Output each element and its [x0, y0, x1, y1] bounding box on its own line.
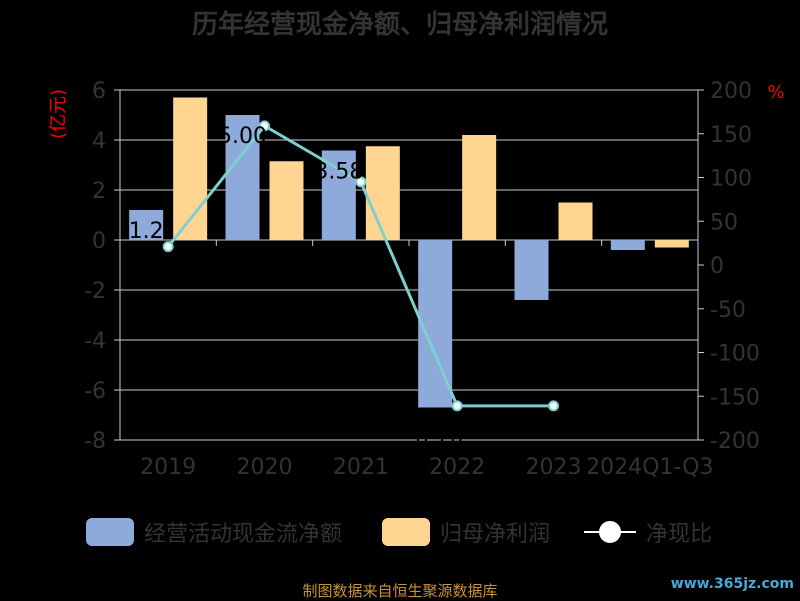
cash-data-label: -6.70 [407, 425, 464, 450]
right-tick-label: 0 [710, 254, 724, 279]
cash-data-label: -0.40 [599, 267, 656, 292]
right-tick-label: 200 [710, 79, 752, 104]
left-axis-title: (亿元) [48, 89, 69, 139]
right-tick-label: -200 [710, 429, 760, 454]
legend-cash-label: 经营活动现金流净额 [144, 522, 343, 547]
ratio-line [162, 120, 559, 412]
ratio-point [259, 120, 270, 132]
right-tick-label: -100 [710, 342, 760, 367]
legend-cash[interactable]: 经营活动现金流净额 [86, 516, 342, 548]
ratio-point [162, 241, 174, 253]
ratio-point [451, 400, 463, 412]
right-axis-title: % [767, 82, 784, 103]
left-tick-label: -6 [84, 379, 106, 404]
x-tick-label: 2022 [429, 455, 485, 480]
bar-profit-2020 [269, 161, 304, 240]
cash-data-label: 1.2 [129, 219, 164, 244]
data-labels: 1.2 5.00 3.58 -6.70 -2.40 -0.40 [129, 124, 657, 450]
legend-profit[interactable]: 归母净利润 [382, 516, 550, 548]
right-tick-label: 50 [710, 210, 738, 235]
left-tick-label: 2 [92, 179, 106, 204]
bar-cash-2021 [321, 150, 356, 240]
watermark: www.365jz.com [670, 576, 794, 592]
source-note: 制图数据来自恒生聚源数据库 [302, 582, 498, 600]
bar-profit-2023 [558, 202, 593, 240]
bar-profit-2024Q1-Q3 [654, 240, 689, 248]
right-tick-label: 100 [710, 167, 752, 192]
x-tick-label: 2024Q1-Q3 [586, 455, 713, 480]
legend-cash-swatch [86, 518, 134, 546]
x-tick-label: 2020 [237, 455, 293, 480]
bar-cash-2019 [129, 210, 164, 240]
bar-cash-2024Q1-Q3 [610, 240, 645, 250]
legend-profit-swatch [382, 518, 430, 546]
ratio-point [548, 400, 559, 412]
left-tick-label: 4 [92, 129, 106, 154]
cash-data-label: 3.58 [314, 160, 363, 185]
bar-profit-2022 [462, 135, 497, 240]
legend-ratio[interactable]: 净现比 [584, 516, 712, 548]
x-tick-label: 2021 [333, 455, 389, 480]
cash-data-label: 5.00 [218, 124, 267, 149]
left-tick-label: 6 [92, 79, 106, 104]
right-tick-label: -150 [710, 385, 760, 410]
right-tick-label: -50 [710, 298, 746, 323]
x-tick-label: 2023 [526, 455, 582, 480]
ratio-point [355, 176, 367, 188]
bars [129, 97, 689, 408]
left-tick-label: -4 [84, 329, 106, 354]
legend-ratio-label: 净现比 [646, 522, 713, 547]
left-tick-label: 0 [92, 229, 106, 254]
x-tick-label: 2019 [140, 455, 196, 480]
legend-profit-label: 归母净利润 [440, 522, 551, 547]
bar-cash-2020 [225, 115, 260, 240]
bar-profit-2021 [365, 146, 400, 240]
left-tick-label: -2 [84, 279, 106, 304]
bar-profit-2019 [173, 97, 208, 240]
cash-data-label: -2.40 [503, 317, 560, 342]
legend-ratio-swatch [584, 518, 636, 546]
bar-cash-2023 [514, 240, 549, 300]
axes: 6420-2-4-6-8200150100500-50-100-150-2002… [48, 79, 785, 480]
left-tick-label: -8 [84, 429, 106, 454]
right-tick-label: 150 [710, 123, 752, 148]
chart-title: 历年经营现金净额、归母净利润情况 [191, 10, 608, 40]
